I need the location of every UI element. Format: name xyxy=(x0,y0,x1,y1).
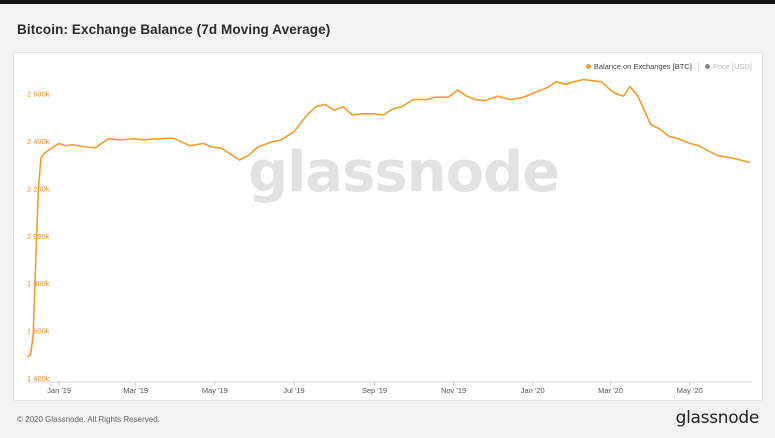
series-line-balance xyxy=(27,78,751,358)
x-axis: Jan '19 Mar '19 May '19 Jul '19 Sep '19 Nov '… xyxy=(28,381,752,395)
legend-dot-icon xyxy=(704,64,710,69)
y-tick-label: 2 400k xyxy=(27,137,50,146)
legend-label-price: Price [USD] xyxy=(712,62,752,71)
y-tick-label: 1 600k xyxy=(27,327,50,336)
x-tick-label: Jan '19 xyxy=(47,386,71,395)
x-tick-label: Sep '19 xyxy=(362,386,387,395)
chart-title: Bitcoin: Exchange Balance (7d Moving Ave… xyxy=(17,22,331,37)
legend-dot-icon xyxy=(585,64,591,69)
legend-item-price[interactable]: Price [USD] xyxy=(704,62,752,71)
copyright-text: © 2020 Glassnode. All Rights Reserved. xyxy=(17,415,160,424)
x-tick-label: Jul '19 xyxy=(283,386,304,395)
series-group xyxy=(27,78,751,358)
glassnode-logo[interactable]: glassnode xyxy=(675,408,760,428)
watermark-logo: glassnode xyxy=(248,140,560,205)
chart-panel: Balance on Exchanges [BTC] Price [USD] xyxy=(13,52,763,401)
x-tick-label: Nov '19 xyxy=(441,386,466,395)
y-tick-label: 1 800k xyxy=(27,279,50,288)
legend-item-balance[interactable]: Balance on Exchanges [BTC] xyxy=(585,62,692,71)
x-tick-label: Mar '20 xyxy=(598,386,623,395)
x-tick-label: May '20 xyxy=(677,386,703,395)
legend-label-balance: Balance on Exchanges [BTC] xyxy=(593,62,692,71)
x-tick-label: Mar '19 xyxy=(123,386,148,395)
y-tick-label: 2 000k xyxy=(27,232,50,241)
legend-divider xyxy=(697,62,699,71)
legend: Balance on Exchanges [BTC] Price [USD] xyxy=(585,62,752,71)
y-tick-label: 1 400k xyxy=(27,374,50,383)
x-tick-label: Jan '20 xyxy=(521,386,545,395)
top-bar xyxy=(0,0,775,4)
x-tick-label: May '19 xyxy=(202,386,228,395)
y-tick-label: 2 600k xyxy=(27,90,50,99)
